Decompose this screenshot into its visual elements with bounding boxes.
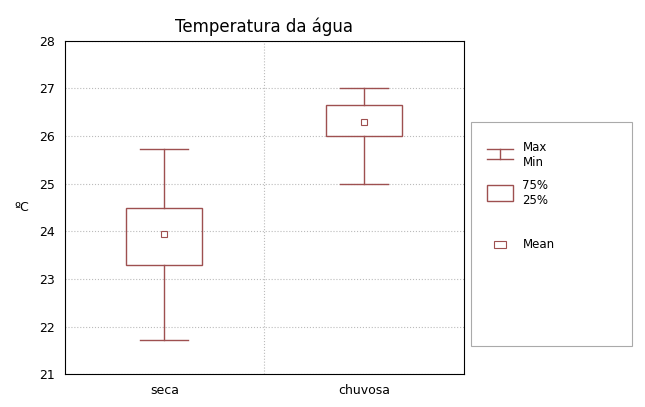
Y-axis label: ºC: ºC bbox=[15, 201, 30, 214]
Text: Max
Min: Max Min bbox=[522, 141, 547, 168]
Title: Temperatura da água: Temperatura da água bbox=[175, 18, 353, 36]
Text: Mean: Mean bbox=[522, 238, 555, 251]
Bar bbox=[126, 208, 203, 265]
Bar bbox=[326, 105, 402, 136]
Text: 75%
25%: 75% 25% bbox=[522, 179, 548, 207]
